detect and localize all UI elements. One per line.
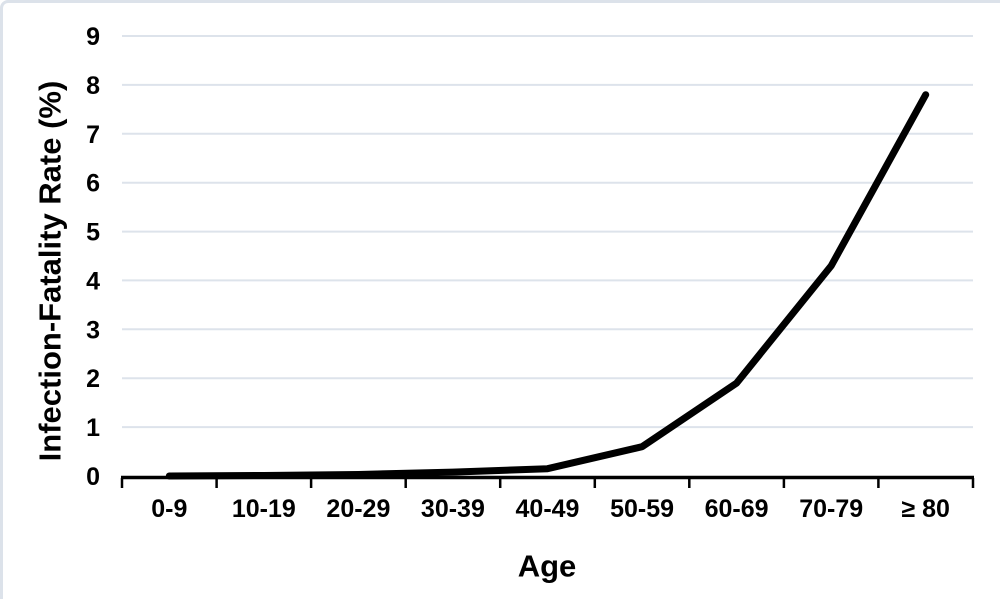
chart-plot: 0 1 2 3 4 5 6 7 8 9 0-9 10-19 20-29 30-39 40-49 50-59 60… xyxy=(86,23,975,523)
x-tick-label: ≥ 80 xyxy=(901,495,949,523)
x-tick-label: 20-29 xyxy=(326,495,390,523)
x-axis-title: Age xyxy=(517,548,577,584)
y-tick-label: 1 xyxy=(86,414,100,442)
y-axis-title: Infection-Fatality Rate (%) xyxy=(32,80,68,462)
x-tick-label: 30-39 xyxy=(421,495,485,523)
y-tick-label: 5 xyxy=(86,219,100,247)
y-tick-label: 9 xyxy=(86,23,100,51)
x-tick-label: 0-9 xyxy=(151,495,187,523)
y-tick-label: 3 xyxy=(86,316,100,344)
x-tick-label: 70-79 xyxy=(799,495,863,523)
y-tick-label: 6 xyxy=(86,170,100,198)
x-tick-label: 50-59 xyxy=(610,495,674,523)
y-tick-label: 2 xyxy=(86,365,100,393)
y-tick-label: 0 xyxy=(86,463,100,491)
y-tick-label: 8 xyxy=(86,72,100,100)
y-tick-label: 7 xyxy=(86,121,100,149)
x-tick-label: 10-19 xyxy=(232,495,296,523)
x-tick-label: 40-49 xyxy=(516,495,580,523)
y-tick-label: 4 xyxy=(86,267,100,295)
ifr-data-line xyxy=(165,91,930,480)
x-tick-label: 60-69 xyxy=(705,495,769,523)
